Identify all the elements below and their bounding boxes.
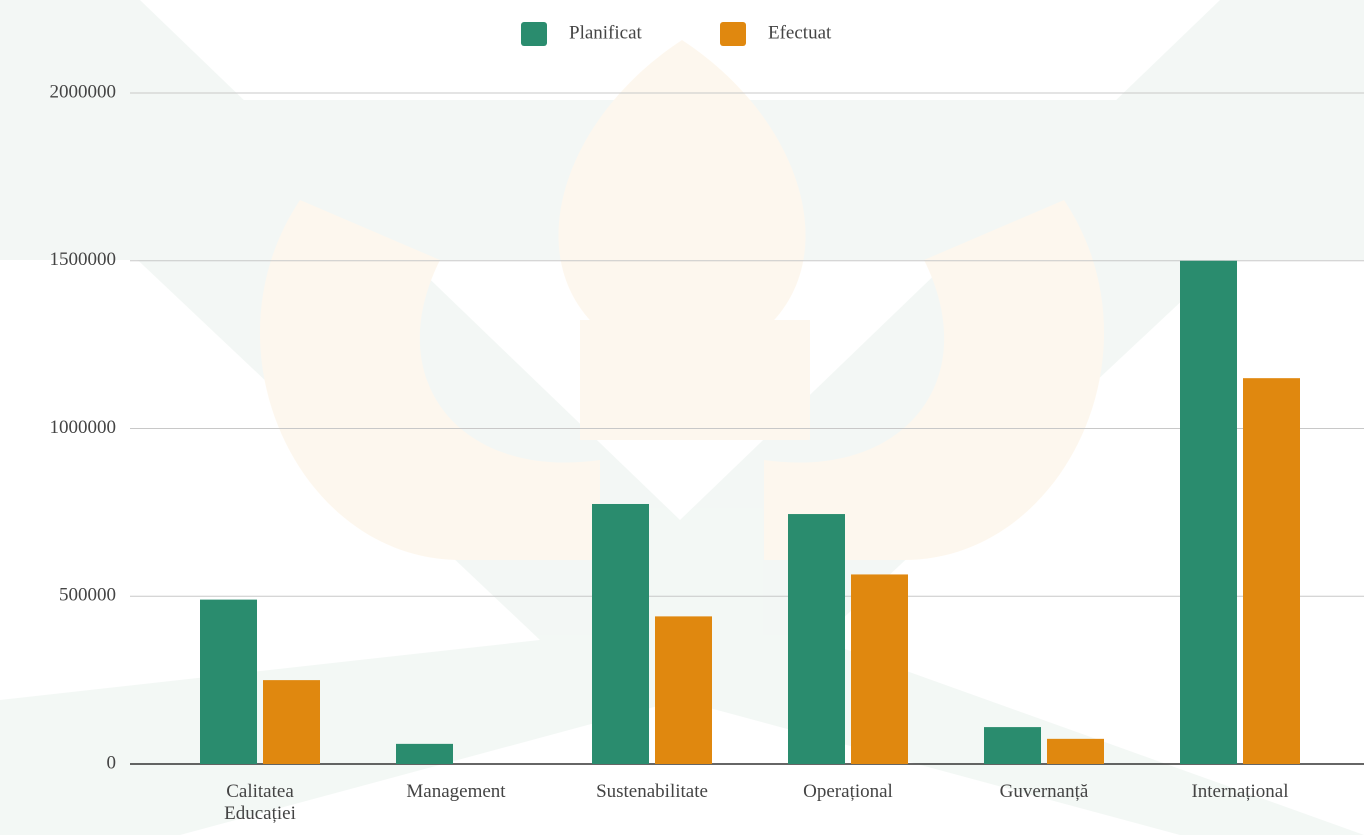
legend-label: Efectuat [768,22,832,43]
x-tick-label: Internațional [1191,781,1289,802]
bar [655,616,712,764]
y-tick-label: 1500000 [50,249,117,270]
x-tick-label: Management [406,781,506,802]
bar [851,574,908,764]
bar [200,599,257,764]
bar [788,514,845,764]
bar [592,503,649,764]
legend-swatch [521,22,547,46]
legend-swatch [720,22,746,46]
bar [263,680,320,764]
legend: Planificat Efectuat [521,22,832,46]
bar [984,727,1041,764]
bar [1180,260,1237,764]
bar [1047,738,1104,764]
y-tick-label: 0 [107,752,117,773]
x-tick-label: Calitatea Educației [224,781,296,824]
bar [1243,378,1300,764]
x-tick-label: Guvernanță [999,781,1089,802]
bar [396,743,453,764]
y-tick-label: 1000000 [50,417,117,438]
legend-label: Planificat [569,22,643,43]
x-tick-label: Operațional [803,781,893,802]
y-tick-label: 500000 [59,585,116,606]
y-tick-label: 2000000 [50,81,117,102]
x-tick-label: Sustenabilitate [596,781,708,802]
